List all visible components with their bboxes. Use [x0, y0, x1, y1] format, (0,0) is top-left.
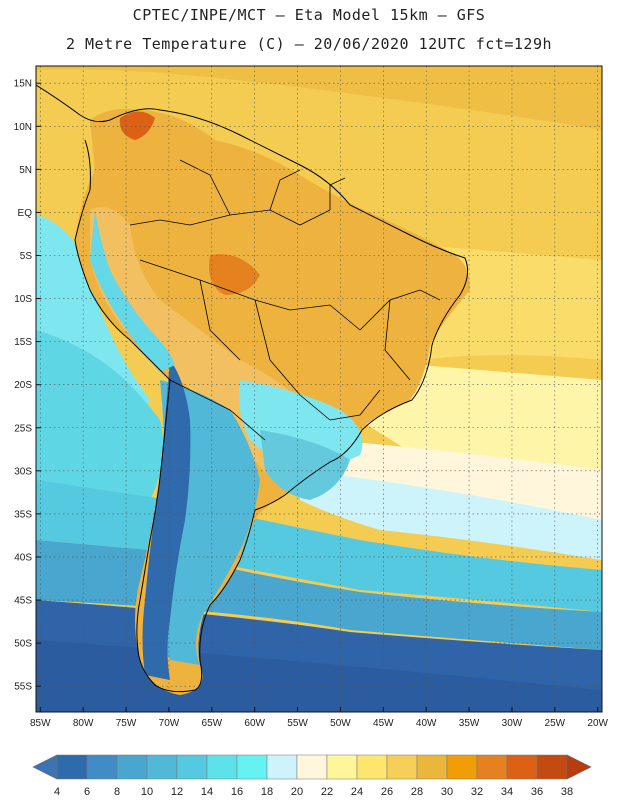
lon-tick-label: 85W — [30, 718, 51, 729]
uruguay-cool — [260, 430, 350, 500]
andes-north-cool — [90, 210, 175, 372]
colorbar-label: 24 — [351, 786, 363, 798]
colorbar-swatch — [326, 754, 358, 780]
lon-tick-label: 80W — [73, 718, 94, 729]
colorbar-swatch — [236, 754, 268, 780]
colorbar-swatch — [416, 754, 448, 780]
lat-tick-label: 40S — [14, 552, 32, 563]
colorbar-swatch — [386, 754, 418, 780]
colorbar-label: 16 — [231, 786, 243, 798]
lat-tick-label: 10N — [14, 122, 32, 133]
colorbar-label: 20 — [291, 786, 303, 798]
lon-tick-label: 55W — [287, 718, 308, 729]
latitude-axis: 15N 10N 5N EQ 5S 10S 15S 20S 25S 30S 35S 40S 45S 50S 5… — [14, 79, 41, 693]
lon-tick-label: 65W — [202, 718, 223, 729]
cream-band — [330, 440, 602, 520]
temperature-field — [36, 66, 602, 712]
colorbar-low-arrow — [32, 754, 58, 780]
lon-tick-label: 45W — [373, 718, 394, 729]
colorbar-swatch — [446, 754, 478, 780]
lon-tick-label: 40W — [416, 718, 437, 729]
lat-tick-label: 10S — [14, 294, 32, 305]
lat-tick-label: 45S — [14, 596, 32, 607]
lat-tick-label: 50S — [14, 639, 32, 650]
pacific-cooler-band — [36, 330, 164, 500]
warm-band-north — [36, 66, 602, 130]
colorbar-label: 14 — [201, 786, 213, 798]
lon-tick-label: 30W — [502, 718, 523, 729]
plot-frame — [35, 65, 603, 713]
colorbar-swatch — [146, 754, 178, 780]
lat-tick-label: 35S — [14, 509, 32, 520]
chart-subtitle: 2 Metre Temperature (C) – 20/06/2020 12U… — [65, 35, 553, 53]
colorbar-swatch — [266, 754, 298, 780]
lat-tick-label: 25S — [14, 423, 32, 434]
hotspot-venezuela — [119, 111, 155, 140]
colorbar-label: 26 — [381, 786, 393, 798]
colorbar-swatch — [476, 754, 508, 780]
colorbar: 4 6 8 10 12 14 16 18 20 22 24 26 28 30 32 34 36 38 — [32, 754, 592, 798]
lon-tick-label: 75W — [116, 718, 137, 729]
colorbar-label: 38 — [561, 786, 573, 798]
colorbar-label: 28 — [411, 786, 423, 798]
colorbar-swatch — [296, 754, 328, 780]
chart-title: CPTEC/INPE/MCT – Eta Model 15km – GFS — [132, 6, 486, 24]
country-borders — [129, 159, 441, 441]
lon-tick-label: 20W — [587, 718, 608, 729]
lat-tick-label: 5N — [19, 165, 32, 176]
lon-tick-label: 60W — [244, 718, 265, 729]
colorbar-high-arrow — [566, 754, 592, 780]
pale-cyan-band — [300, 470, 602, 560]
colorbar-swatch — [356, 754, 388, 780]
colorbar-label: 10 — [141, 786, 153, 798]
lat-tick-label: 5S — [20, 251, 33, 262]
colorbar-swatch — [116, 754, 148, 780]
colorbar-label: 18 — [261, 786, 273, 798]
lon-tick-label: 35W — [459, 718, 480, 729]
colorbar-swatch — [56, 754, 88, 780]
colorbar-label: 22 — [321, 786, 333, 798]
colorbar-swatch — [536, 754, 568, 780]
lon-tick-label: 70W — [159, 718, 180, 729]
lat-tick-label: 15S — [14, 337, 32, 348]
colorbar-label: 4 — [54, 786, 60, 798]
lat-tick-label: 30S — [14, 466, 32, 477]
colorbar-label: 6 — [84, 786, 90, 798]
lon-tick-label: 25W — [545, 718, 566, 729]
lat-tick-label: 15N — [14, 79, 32, 90]
colorbar-swatch — [506, 754, 538, 780]
lat-tick-label: EQ — [18, 208, 33, 219]
colorbar-swatch — [86, 754, 118, 780]
colorbar-swatch — [176, 754, 208, 780]
lat-tick-label: 55S — [14, 682, 32, 693]
colorbar-label: 36 — [531, 786, 543, 798]
colorbar-label: 34 — [501, 786, 513, 798]
hotspot-bolivia — [209, 254, 260, 295]
longitude-axis: 85W 80W 75W 70W 65W 60W 55W 50W 45W 40W 35W 30W 25W 2… — [30, 707, 609, 729]
lat-tick-label: 20S — [14, 380, 32, 391]
colorbar-label: 12 — [171, 786, 183, 798]
lon-tick-label: 50W — [330, 718, 351, 729]
colorbar-swatch — [206, 754, 238, 780]
colorbar-label: 8 — [114, 786, 120, 798]
colorbar-label: 30 — [441, 786, 453, 798]
colorbar-label: 32 — [471, 786, 483, 798]
